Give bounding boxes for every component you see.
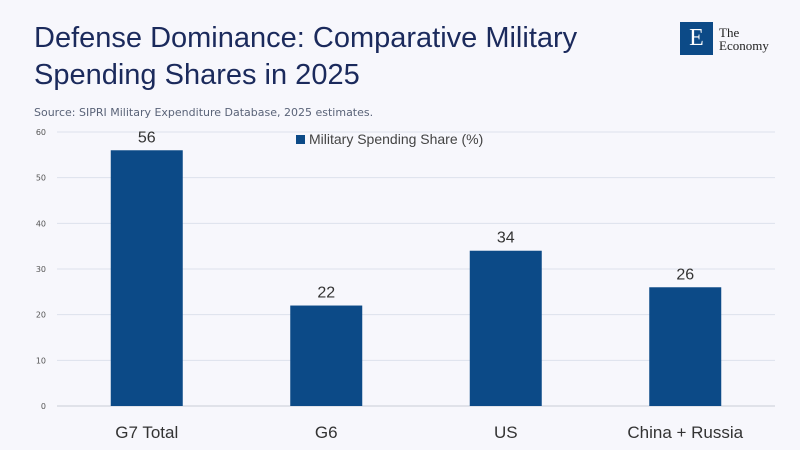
bar [290, 305, 363, 406]
x-tick-label: China + Russia [627, 423, 743, 442]
source-note: Source: SIPRI Military Expenditure Datab… [34, 106, 374, 119]
y-tick-label: 40 [36, 219, 46, 228]
x-tick-label: US [494, 423, 518, 442]
legend-swatch [296, 135, 305, 144]
chart-title: Defense Dominance: Comparative Military … [34, 22, 578, 91]
bar [110, 150, 183, 406]
y-tick-label: 0 [41, 402, 46, 411]
y-tick-label: 10 [36, 356, 46, 365]
logo-mark: E [680, 22, 713, 55]
y-tick-label: 50 [36, 174, 46, 183]
x-tick-label: G6 [315, 423, 338, 442]
y-tick-label: 30 [36, 265, 46, 274]
y-tick-label: 60 [36, 128, 46, 137]
the-economy-logo: E The Economy [680, 22, 769, 55]
logo-text-the: The [719, 24, 740, 40]
bar [649, 287, 722, 406]
data-label: 22 [317, 285, 335, 302]
x-tick-label: G7 Total [115, 423, 178, 442]
logo-text-economy: Economy [719, 37, 769, 53]
data-label: 56 [138, 129, 156, 146]
data-label: 26 [676, 266, 694, 283]
legend-label: Military Spending Share (%) [309, 131, 483, 147]
data-label: 34 [497, 230, 515, 247]
y-tick-label: 20 [36, 311, 46, 320]
bar [469, 250, 542, 406]
